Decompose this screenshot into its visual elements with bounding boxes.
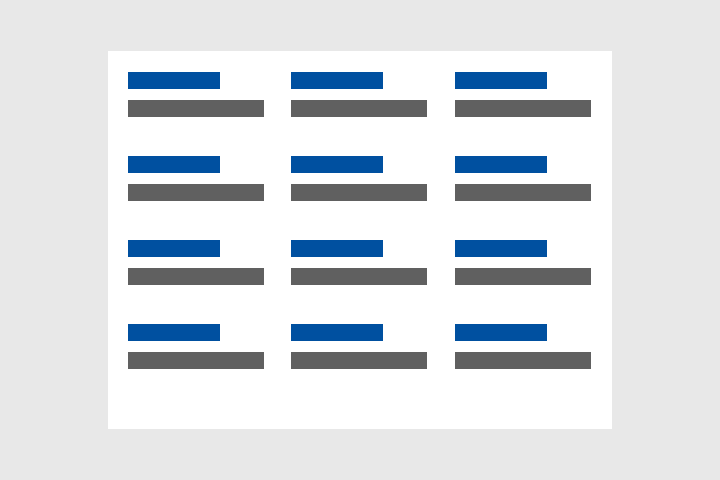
placeholder-item bbox=[291, 324, 428, 370]
title-placeholder-bar bbox=[291, 324, 383, 341]
placeholder-item bbox=[128, 240, 265, 286]
text-placeholder-bar bbox=[291, 184, 427, 201]
placeholder-item bbox=[291, 72, 428, 118]
placeholder-item bbox=[291, 156, 428, 202]
text-placeholder-bar bbox=[455, 100, 591, 117]
placeholder-item bbox=[455, 156, 592, 202]
text-placeholder-bar bbox=[291, 268, 427, 285]
text-placeholder-bar bbox=[455, 352, 591, 369]
title-placeholder-bar bbox=[128, 156, 220, 173]
title-placeholder-bar bbox=[291, 240, 383, 257]
text-placeholder-bar bbox=[291, 100, 427, 117]
text-placeholder-bar bbox=[455, 184, 591, 201]
placeholder-item bbox=[455, 72, 592, 118]
text-placeholder-bar bbox=[128, 184, 264, 201]
placeholder-item bbox=[128, 324, 265, 370]
text-placeholder-bar bbox=[291, 352, 427, 369]
title-placeholder-bar bbox=[455, 240, 547, 257]
placeholder-item bbox=[455, 324, 592, 370]
text-placeholder-bar bbox=[128, 352, 264, 369]
title-placeholder-bar bbox=[128, 72, 220, 89]
placeholder-item bbox=[455, 240, 592, 286]
title-placeholder-bar bbox=[128, 324, 220, 341]
placeholder-card bbox=[108, 51, 612, 429]
title-placeholder-bar bbox=[128, 240, 220, 257]
placeholder-item bbox=[291, 240, 428, 286]
placeholder-item bbox=[128, 72, 265, 118]
title-placeholder-bar bbox=[291, 156, 383, 173]
text-placeholder-bar bbox=[128, 268, 264, 285]
placeholder-item bbox=[128, 156, 265, 202]
text-placeholder-bar bbox=[128, 100, 264, 117]
title-placeholder-bar bbox=[455, 156, 547, 173]
title-placeholder-bar bbox=[455, 324, 547, 341]
title-placeholder-bar bbox=[291, 72, 383, 89]
title-placeholder-bar bbox=[455, 72, 547, 89]
text-placeholder-bar bbox=[455, 268, 591, 285]
